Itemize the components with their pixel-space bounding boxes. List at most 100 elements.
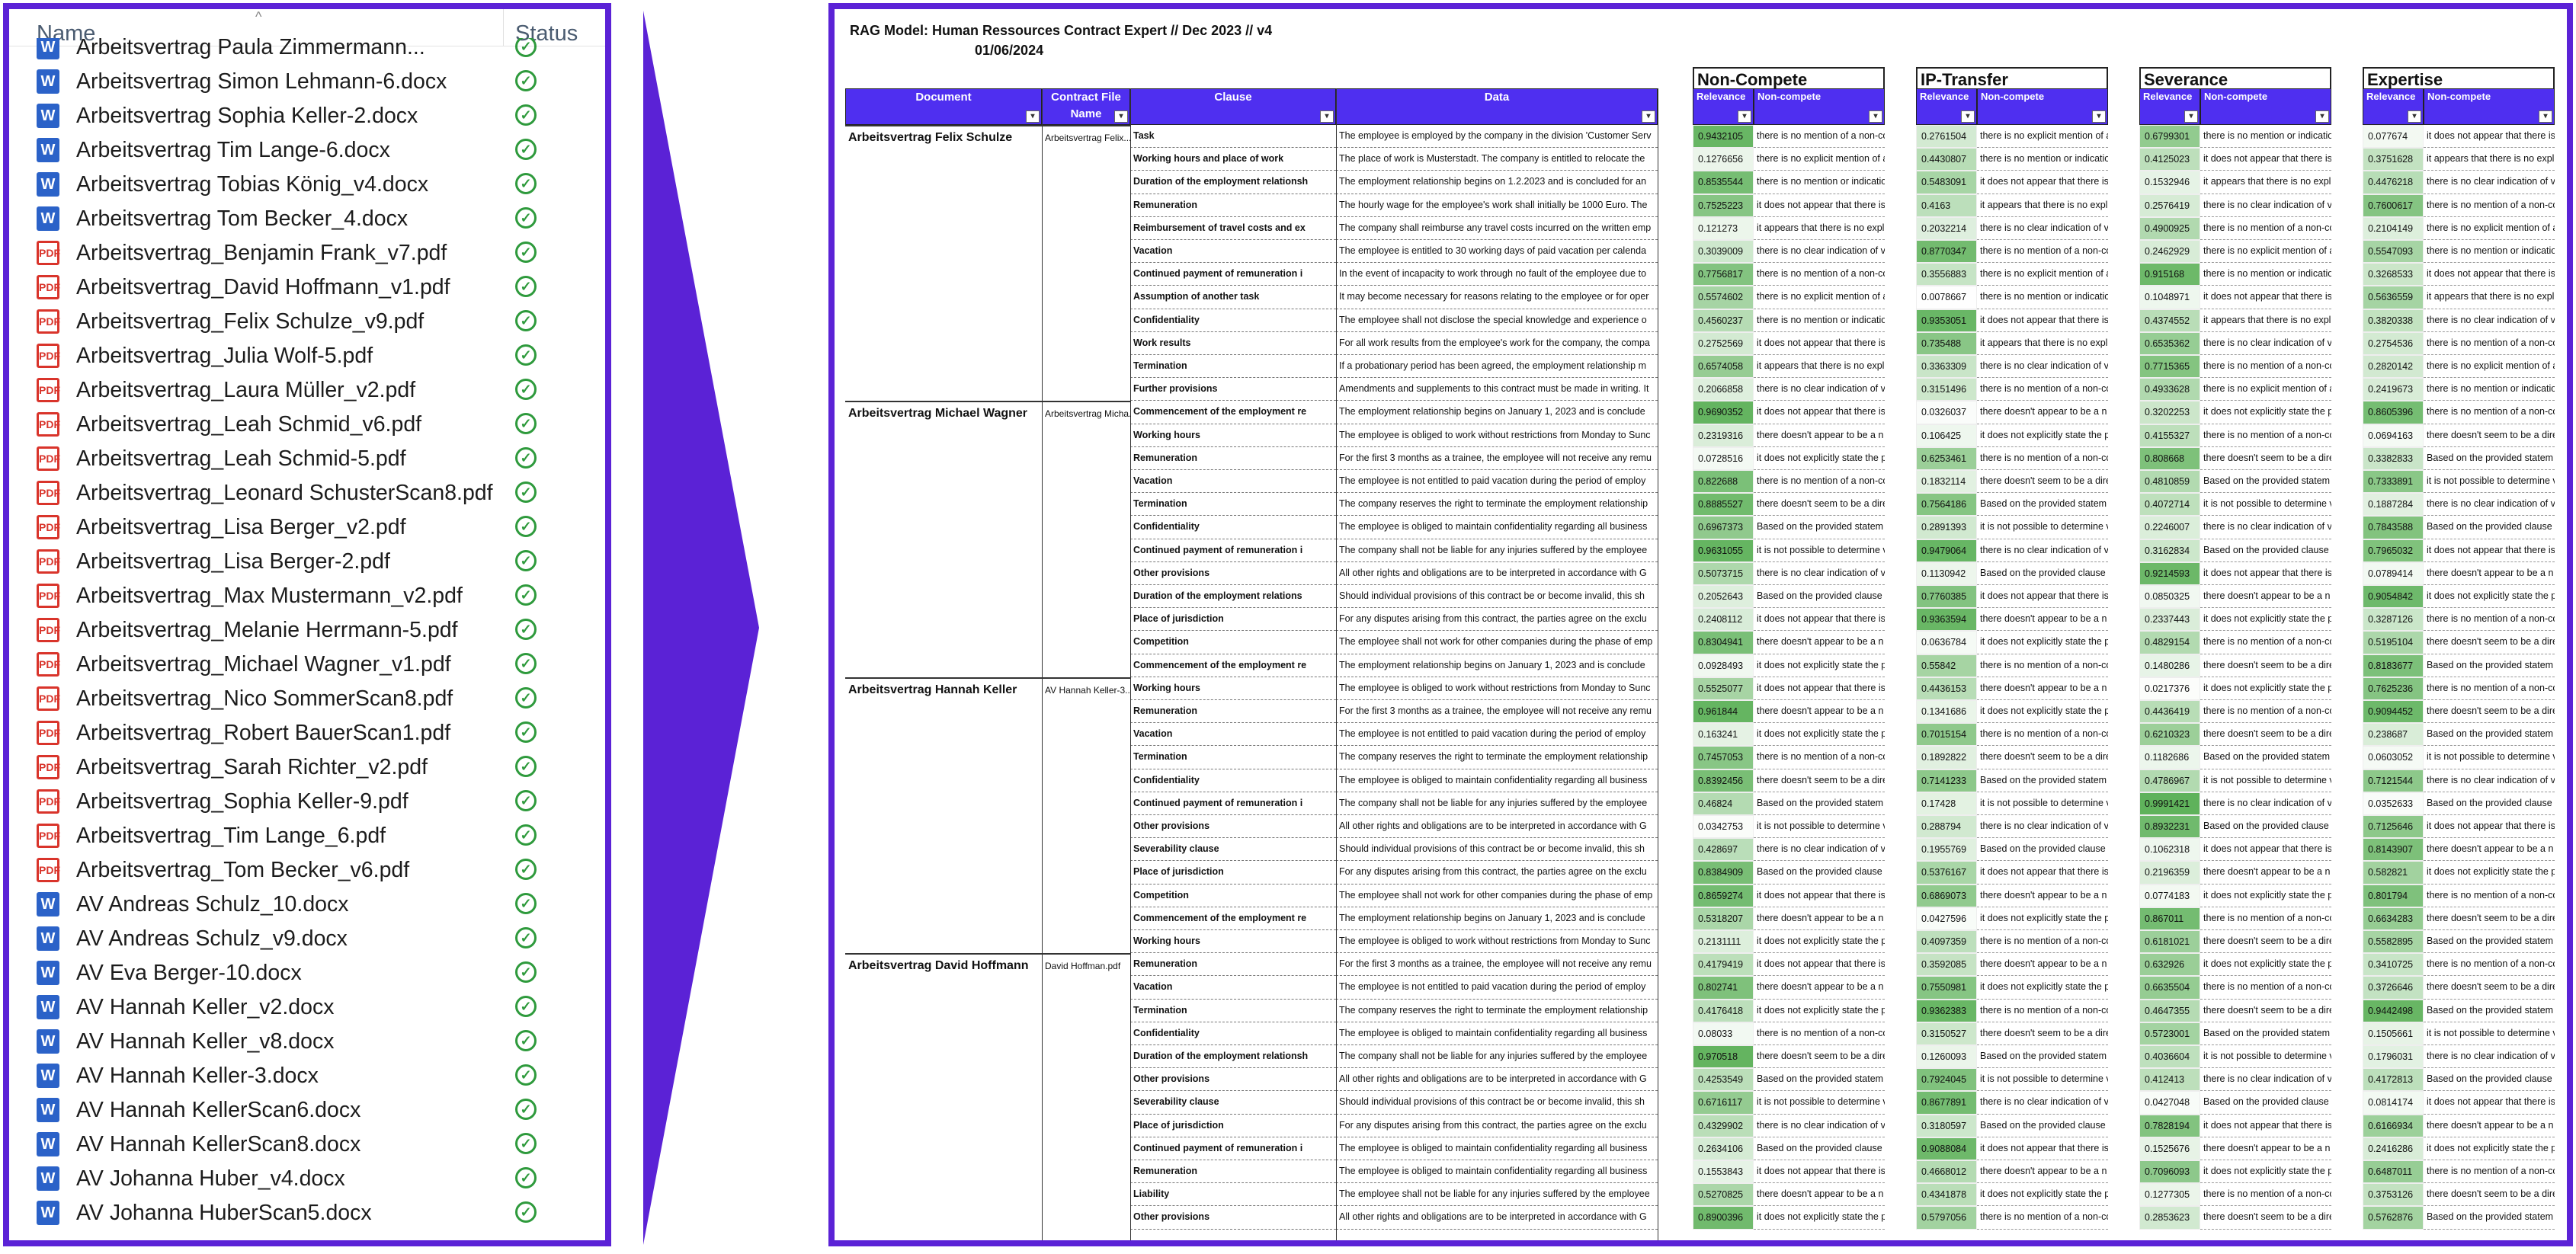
relevance-cell[interactable]: 0.4125023 (2139, 148, 2200, 171)
non-compete-answer-cell[interactable]: it does not appear that there is (1977, 585, 2108, 609)
relevance-cell[interactable]: 0.7828194 (2139, 1114, 2200, 1137)
non-compete-answer-cell[interactable]: there doesn't seem to be a direc (1754, 769, 1885, 792)
filter-dropdown-icon[interactable]: ▾ (1642, 110, 1655, 123)
non-compete-answer-cell[interactable]: Based on the provided clause (2200, 539, 2331, 562)
non-compete-answer-cell[interactable]: there is no mention of a non-co (1754, 1022, 1885, 1045)
sort-caret-icon[interactable]: ^ (255, 9, 262, 24)
data-cell[interactable]: For the first 3 months as a trainee, the… (1336, 953, 1658, 977)
relevance-cell[interactable]: 0.5318207 (1693, 907, 1754, 930)
non-compete-answer-cell[interactable]: it appears that there is no expli (2424, 286, 2555, 309)
relevance-cell[interactable]: 0.8932231 (2139, 815, 2200, 839)
non-compete-answer-cell[interactable]: it is not possible to determine v (1754, 539, 1885, 562)
relevance-cell[interactable]: 0.3039009 (1693, 240, 1754, 264)
non-compete-answer-cell[interactable]: it does not explicitly state the p (1977, 976, 2108, 1000)
non-compete-answer-cell[interactable]: Based on the provided statem (2200, 746, 2331, 769)
non-compete-answer-cell[interactable]: there is no mention of a non-co (1977, 447, 2108, 470)
non-compete-answer-cell[interactable]: it does not explicitly state the p (1754, 447, 1885, 470)
relevance-cell[interactable]: 0.1341686 (1916, 700, 1977, 724)
relevance-cell[interactable]: 0.2246007 (2139, 516, 2200, 539)
relevance-cell[interactable]: 0.7756817 (1693, 263, 1754, 286)
data-cell[interactable]: The employee shall not work for other co… (1336, 631, 1658, 654)
non-compete-answer-cell[interactable]: it appears that there is no expli (1754, 217, 1885, 240)
clause-cell[interactable]: Further provisions (1130, 378, 1336, 401)
non-compete-answer-cell[interactable]: it does not appear that there is (1977, 861, 2108, 885)
non-compete-answer-cell[interactable]: there is no explicit mention of a (2424, 217, 2555, 240)
relevance-cell[interactable]: 0.2319316 (1693, 424, 1754, 447)
relevance-cell[interactable]: 0.7715365 (2139, 355, 2200, 379)
relevance-cell[interactable]: 0.121273 (1693, 216, 1754, 240)
document-name[interactable]: Arbeitsvertrag Hannah Keller (845, 677, 1042, 953)
relevance-cell[interactable]: 0.9432105 (1693, 125, 1754, 149)
document-name[interactable]: Arbeitsvertrag Michael Wagner (845, 401, 1042, 677)
file-row[interactable]: PDF Arbeitsvertrag_Tom Becker_v6.pdf ✓ (9, 853, 605, 888)
non-compete-answer-cell[interactable]: there doesn't seem to be a direc (2424, 424, 2555, 447)
file-row[interactable]: W Arbeitsvertrag Tim Lange-6.docx ✓ (9, 133, 605, 168)
relevance-cell[interactable]: 0.4810859 (2139, 470, 2200, 494)
relevance-cell[interactable]: 0.915168 (2139, 263, 2200, 286)
non-compete-answer-cell[interactable]: there is no mention of a non-co (1754, 263, 1885, 286)
file-row[interactable]: W AV Andreas Schulz_v9.docx ✓ (9, 922, 605, 956)
non-compete-answer-cell[interactable]: it does not explicitly state the p (1977, 907, 2108, 930)
column-divider[interactable] (503, 9, 504, 46)
relevance-cell[interactable]: 0.0427048 (2139, 1091, 2200, 1115)
non-compete-answer-cell[interactable]: there doesn't appear to be a n (1754, 976, 1885, 1000)
relevance-cell[interactable]: 0.6634283 (2363, 907, 2424, 930)
clause-cell[interactable]: Vacation (1130, 723, 1336, 747)
relevance-cell[interactable]: 0.1796031 (2363, 1045, 2424, 1069)
non-compete-answer-cell[interactable]: there is no mention of a non-co (2200, 424, 2331, 447)
relevance-cell[interactable]: 0.8535544 (1693, 171, 1754, 194)
relevance-cell[interactable]: 0.4560237 (1693, 309, 1754, 332)
non-compete-answer-cell[interactable]: there is no mention of a non-co (2424, 401, 2555, 424)
non-compete-answer-cell[interactable]: there is no mention of a non-co (2200, 1183, 2331, 1207)
clause-cell[interactable]: Confidentiality (1130, 1022, 1336, 1045)
data-cell[interactable]: All other rights and obligations are to … (1336, 562, 1658, 585)
non-compete-answer-cell[interactable]: it does not explicitly state the p (1754, 930, 1885, 954)
relevance-cell[interactable]: 0.2754536 (2363, 331, 2424, 355)
relevance-cell[interactable]: 0.1048971 (2139, 286, 2200, 309)
clause-cell[interactable]: Duration of the employment relationsh (1130, 1045, 1336, 1069)
filter-dropdown-icon[interactable]: ▾ (2184, 110, 2198, 123)
relevance-cell[interactable]: 0.4647355 (2139, 999, 2200, 1022)
relevance-cell[interactable]: 0.4329902 (1693, 1114, 1754, 1137)
file-row[interactable]: W AV Hannah KellerScan6.docx ✓ (9, 1093, 605, 1128)
non-compete-answer-cell[interactable]: Based on the provided clause (1754, 1137, 1885, 1160)
data-cell[interactable]: All other rights and obligations are to … (1336, 815, 1658, 839)
clause-cell[interactable]: Vacation (1130, 240, 1336, 264)
file-row[interactable]: PDF Arbeitsvertrag_Michael Wagner_v1.pdf ✓ (9, 648, 605, 682)
non-compete-answer-cell[interactable]: there is no mention of a non-co (1977, 378, 2108, 401)
relevance-cell[interactable]: 0.8304941 (1693, 631, 1754, 654)
relevance-cell[interactable]: 0.5376167 (1916, 861, 1977, 885)
relevance-cell[interactable]: 0.4933628 (2139, 378, 2200, 401)
relevance-cell[interactable]: 0.1525676 (2139, 1137, 2200, 1160)
file-row[interactable]: PDF Arbeitsvertrag_Felix Schulze_v9.pdf ✓ (9, 305, 605, 339)
relevance-cell[interactable]: 0.3751628 (2363, 148, 2424, 171)
non-compete-answer-cell[interactable]: there is no mention or indicatio (1754, 309, 1885, 332)
relevance-cell[interactable]: 0.1260093 (1916, 1045, 1977, 1069)
non-compete-answer-cell[interactable]: there doesn't appear to be a n (1754, 631, 1885, 654)
non-compete-answer-cell[interactable]: there doesn't appear to be a n (2424, 1115, 2555, 1137)
file-row[interactable]: W AV Hannah Keller_v8.docx ✓ (9, 1025, 605, 1059)
relevance-cell[interactable]: 0.1955769 (1916, 838, 1977, 862)
non-compete-answer-cell[interactable]: it does not appear that there is (1977, 309, 2108, 332)
file-row[interactable]: PDF Arbeitsvertrag_Laura Müller_v2.pdf ✓ (9, 373, 605, 408)
filter-dropdown-icon[interactable]: ▾ (2092, 110, 2106, 123)
relevance-cell[interactable]: 0.8885527 (1693, 493, 1754, 517)
non-compete-answer-cell[interactable]: it is not possible to determine v (2200, 1045, 2331, 1069)
relevance-cell[interactable]: 0.582821 (2363, 861, 2424, 885)
relevance-cell[interactable]: 0.9353051 (1916, 309, 1977, 332)
file-row[interactable]: PDF Arbeitsvertrag_Leonard SchusterScan8.… (9, 476, 605, 510)
data-cell[interactable]: The employment relationship begins on Ja… (1336, 907, 1658, 930)
relevance-cell[interactable]: 0.4036604 (2139, 1045, 2200, 1069)
non-compete-answer-cell[interactable]: there is no clear indication of v (2424, 309, 2555, 332)
clause-cell[interactable]: Other provisions (1130, 1068, 1336, 1092)
non-compete-answer-cell[interactable]: there is no mention of a non-co (2200, 700, 2331, 724)
non-compete-answer-cell[interactable]: it does not appear that there is (2424, 263, 2555, 286)
clause-cell[interactable]: Termination (1130, 1000, 1336, 1022)
non-compete-answer-cell[interactable]: there doesn't seem to be a direc (2200, 1000, 2331, 1022)
relevance-cell[interactable]: 0.3180597 (1916, 1114, 1977, 1137)
relevance-cell[interactable]: 0.3592085 (1916, 953, 1977, 977)
relevance-cell[interactable]: 0.0636784 (1916, 631, 1977, 654)
file-row[interactable]: PDF Arbeitsvertrag_Sophia Keller-9.pdf ✓ (9, 785, 605, 819)
relevance-cell[interactable]: 0.1892822 (1916, 746, 1977, 769)
non-compete-answer-cell[interactable]: it does not appear that there is (2424, 539, 2555, 562)
